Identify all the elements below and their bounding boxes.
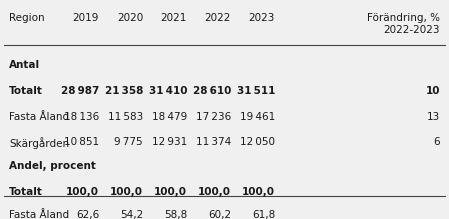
Text: 10: 10 [426,86,440,96]
Text: 60,2: 60,2 [208,210,231,219]
Text: 2020: 2020 [117,13,143,23]
Text: 19 461: 19 461 [240,112,275,122]
Text: Skärgården: Skärgården [9,137,69,149]
Text: 28 987: 28 987 [61,86,99,96]
Text: Region: Region [9,13,44,23]
Text: 12 931: 12 931 [152,137,187,147]
Text: 100,0: 100,0 [66,187,99,197]
Text: Fasta Åland: Fasta Åland [9,210,69,219]
Text: 28 610: 28 610 [193,86,231,96]
Text: 10 851: 10 851 [64,137,99,147]
Text: 6: 6 [433,137,440,147]
Text: 62,6: 62,6 [76,210,99,219]
Text: 2023: 2023 [249,13,275,23]
Text: 100,0: 100,0 [198,187,231,197]
Text: 100,0: 100,0 [110,187,143,197]
Text: 13: 13 [427,112,440,122]
Text: 58,8: 58,8 [164,210,187,219]
Text: 31 410: 31 410 [149,86,187,96]
Text: Totalt: Totalt [9,86,43,96]
Text: Förändring, %
2022-2023: Förändring, % 2022-2023 [367,13,440,35]
Text: 18 479: 18 479 [152,112,187,122]
Text: 12 050: 12 050 [240,137,275,147]
Text: 2019: 2019 [73,13,99,23]
Text: 100,0: 100,0 [242,187,275,197]
Text: 11 583: 11 583 [108,112,143,122]
Text: 61,8: 61,8 [252,210,275,219]
Text: Totalt: Totalt [9,187,43,197]
Text: 9 775: 9 775 [114,137,143,147]
Text: Fasta Åland: Fasta Åland [9,112,69,122]
Text: 11 374: 11 374 [196,137,231,147]
Text: 54,2: 54,2 [120,210,143,219]
Text: 31 511: 31 511 [237,86,275,96]
Text: 2021: 2021 [161,13,187,23]
Text: 18 136: 18 136 [64,112,99,122]
Text: Antal: Antal [9,60,40,70]
Text: 100,0: 100,0 [154,187,187,197]
Text: 17 236: 17 236 [196,112,231,122]
Text: 21 358: 21 358 [105,86,143,96]
Text: Andel, procent: Andel, procent [9,161,96,171]
Text: 2022: 2022 [205,13,231,23]
